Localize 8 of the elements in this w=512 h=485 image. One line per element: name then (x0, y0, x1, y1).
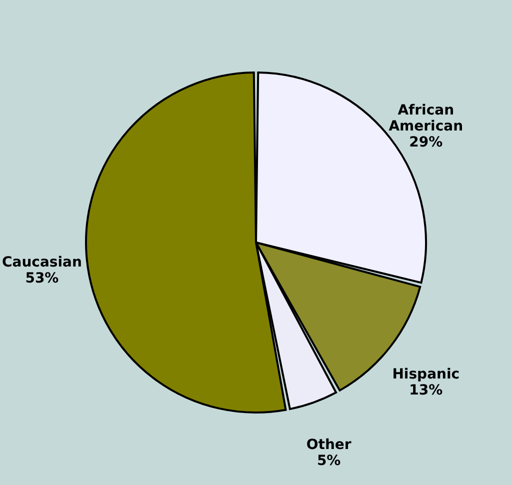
data-label: 29% (409, 134, 443, 151)
data-label: 13% (409, 382, 443, 398)
data-label: 53% (25, 270, 59, 287)
data-label: 5% (316, 452, 341, 469)
slice-label: Caucasian (2, 254, 82, 271)
slice-label: African American (388, 102, 464, 135)
slice-label: Other (306, 436, 352, 453)
slice-label: Hispanic (392, 366, 460, 382)
